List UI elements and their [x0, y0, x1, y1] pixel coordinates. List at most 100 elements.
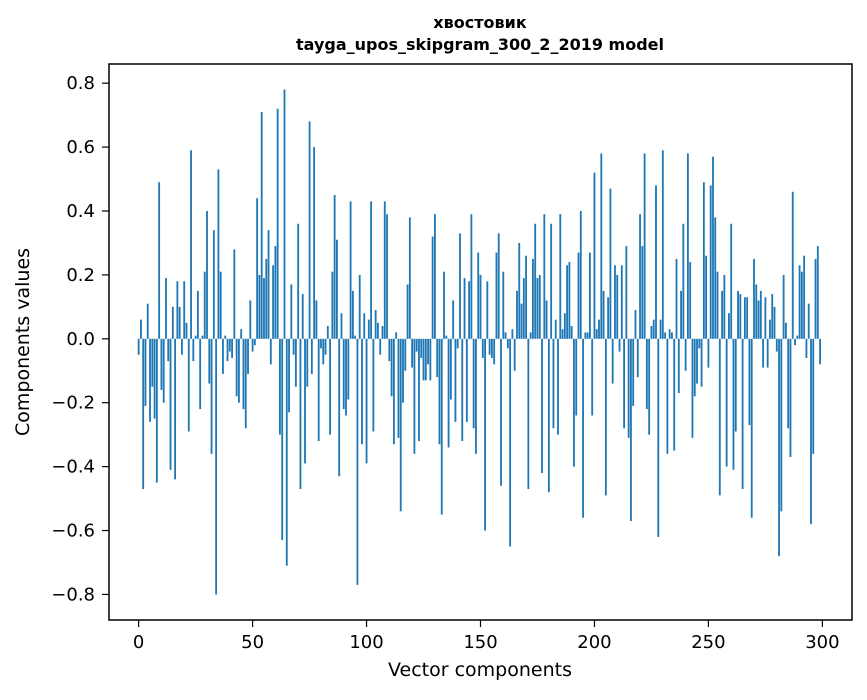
bar-61	[276, 108, 279, 339]
bar-180	[547, 338, 550, 493]
y-tick-label: 0.0	[66, 329, 95, 350]
bar-126	[424, 338, 427, 381]
bar-129	[431, 236, 434, 339]
bar-249	[705, 255, 708, 339]
bar-27	[199, 338, 202, 410]
x-axis-label: Vector components	[388, 659, 572, 681]
bar-186	[561, 329, 564, 339]
bar-297	[814, 258, 817, 339]
bar-163	[509, 338, 512, 547]
bar-25	[194, 335, 197, 339]
bar-187	[563, 313, 566, 339]
bar-67	[290, 284, 293, 339]
x-axis: 0 50 100 150 200 250 300	[133, 620, 840, 653]
bar-40	[228, 338, 231, 352]
bar-6	[151, 338, 154, 387]
bar-217	[632, 338, 635, 406]
bar-229	[659, 319, 662, 339]
bar-191	[573, 338, 575, 467]
bar-128	[429, 338, 432, 381]
bar-159	[500, 338, 502, 486]
bar-264	[739, 294, 742, 339]
bar-35	[217, 169, 220, 339]
bar-153	[486, 281, 489, 339]
bar-161	[504, 332, 507, 339]
bar-233	[668, 329, 671, 339]
bar-237	[677, 338, 680, 394]
bar-71	[299, 338, 302, 489]
bar-100	[365, 338, 368, 464]
bar-190	[570, 326, 573, 339]
bar-13	[167, 338, 170, 362]
bar-235	[673, 338, 676, 451]
bar-109	[386, 214, 388, 339]
bar-208	[611, 338, 614, 384]
bar-3	[144, 338, 147, 406]
chart-subtitle: tayga_upos_skipgram_300_2_2019 model	[296, 35, 664, 54]
bar-104	[374, 310, 377, 339]
bar-271	[755, 284, 758, 339]
y-tick-label: 0.2	[66, 265, 95, 286]
bar-41	[231, 338, 233, 358]
bar-31	[208, 338, 211, 384]
bar-263	[737, 290, 739, 339]
bar-29	[203, 271, 206, 339]
bar-179	[545, 300, 548, 339]
bar-282	[780, 338, 783, 512]
bar-79	[317, 338, 320, 442]
bar-112	[392, 338, 395, 445]
bar-84	[329, 338, 331, 435]
bar-299	[819, 338, 822, 365]
bar-185	[559, 214, 562, 339]
bar-130	[434, 214, 436, 339]
bar-169	[522, 278, 525, 339]
bar-68	[292, 338, 295, 355]
bar-275	[764, 297, 767, 339]
y-tick-label: 0.8	[66, 73, 95, 94]
bar-12	[165, 278, 167, 339]
bar-131	[436, 338, 439, 378]
bar-102	[370, 201, 373, 339]
bar-89	[340, 313, 343, 339]
bar-133	[440, 338, 443, 515]
bar-143	[463, 278, 466, 339]
bar-183	[554, 319, 557, 339]
bar-260	[730, 223, 733, 339]
bar-238	[680, 290, 682, 339]
plot-area	[137, 89, 822, 595]
bar-250	[707, 338, 710, 368]
bar-288	[794, 338, 796, 346]
bar-290	[798, 265, 801, 339]
bar-90	[342, 338, 345, 410]
bar-150	[479, 274, 482, 339]
bar-225	[650, 326, 653, 339]
bar-193	[577, 252, 580, 339]
bar-59	[272, 265, 275, 339]
bar-272	[757, 300, 760, 339]
bar-213	[623, 338, 625, 429]
y-tick-label: −0.4	[51, 457, 95, 478]
bar-60	[274, 246, 277, 339]
bar-87	[336, 239, 338, 339]
bar-160	[502, 271, 505, 339]
bar-44	[237, 338, 240, 403]
bar-176	[538, 274, 541, 339]
bar-22	[187, 338, 190, 432]
bar-184	[557, 338, 559, 435]
bar-50	[251, 338, 254, 352]
bar-230	[661, 150, 664, 339]
bar-7	[153, 338, 156, 419]
bar-146	[470, 214, 473, 339]
bar-286	[789, 338, 792, 458]
bar-19	[181, 338, 183, 355]
bar-199	[591, 338, 594, 416]
bar-94	[351, 290, 354, 339]
bar-168	[520, 303, 523, 339]
bar-291	[800, 271, 803, 339]
bar-63	[281, 338, 284, 541]
bar-221	[641, 246, 644, 339]
bar-70	[297, 223, 300, 339]
bar-255	[718, 338, 721, 496]
bar-166	[516, 290, 518, 339]
bar-194	[579, 210, 582, 339]
